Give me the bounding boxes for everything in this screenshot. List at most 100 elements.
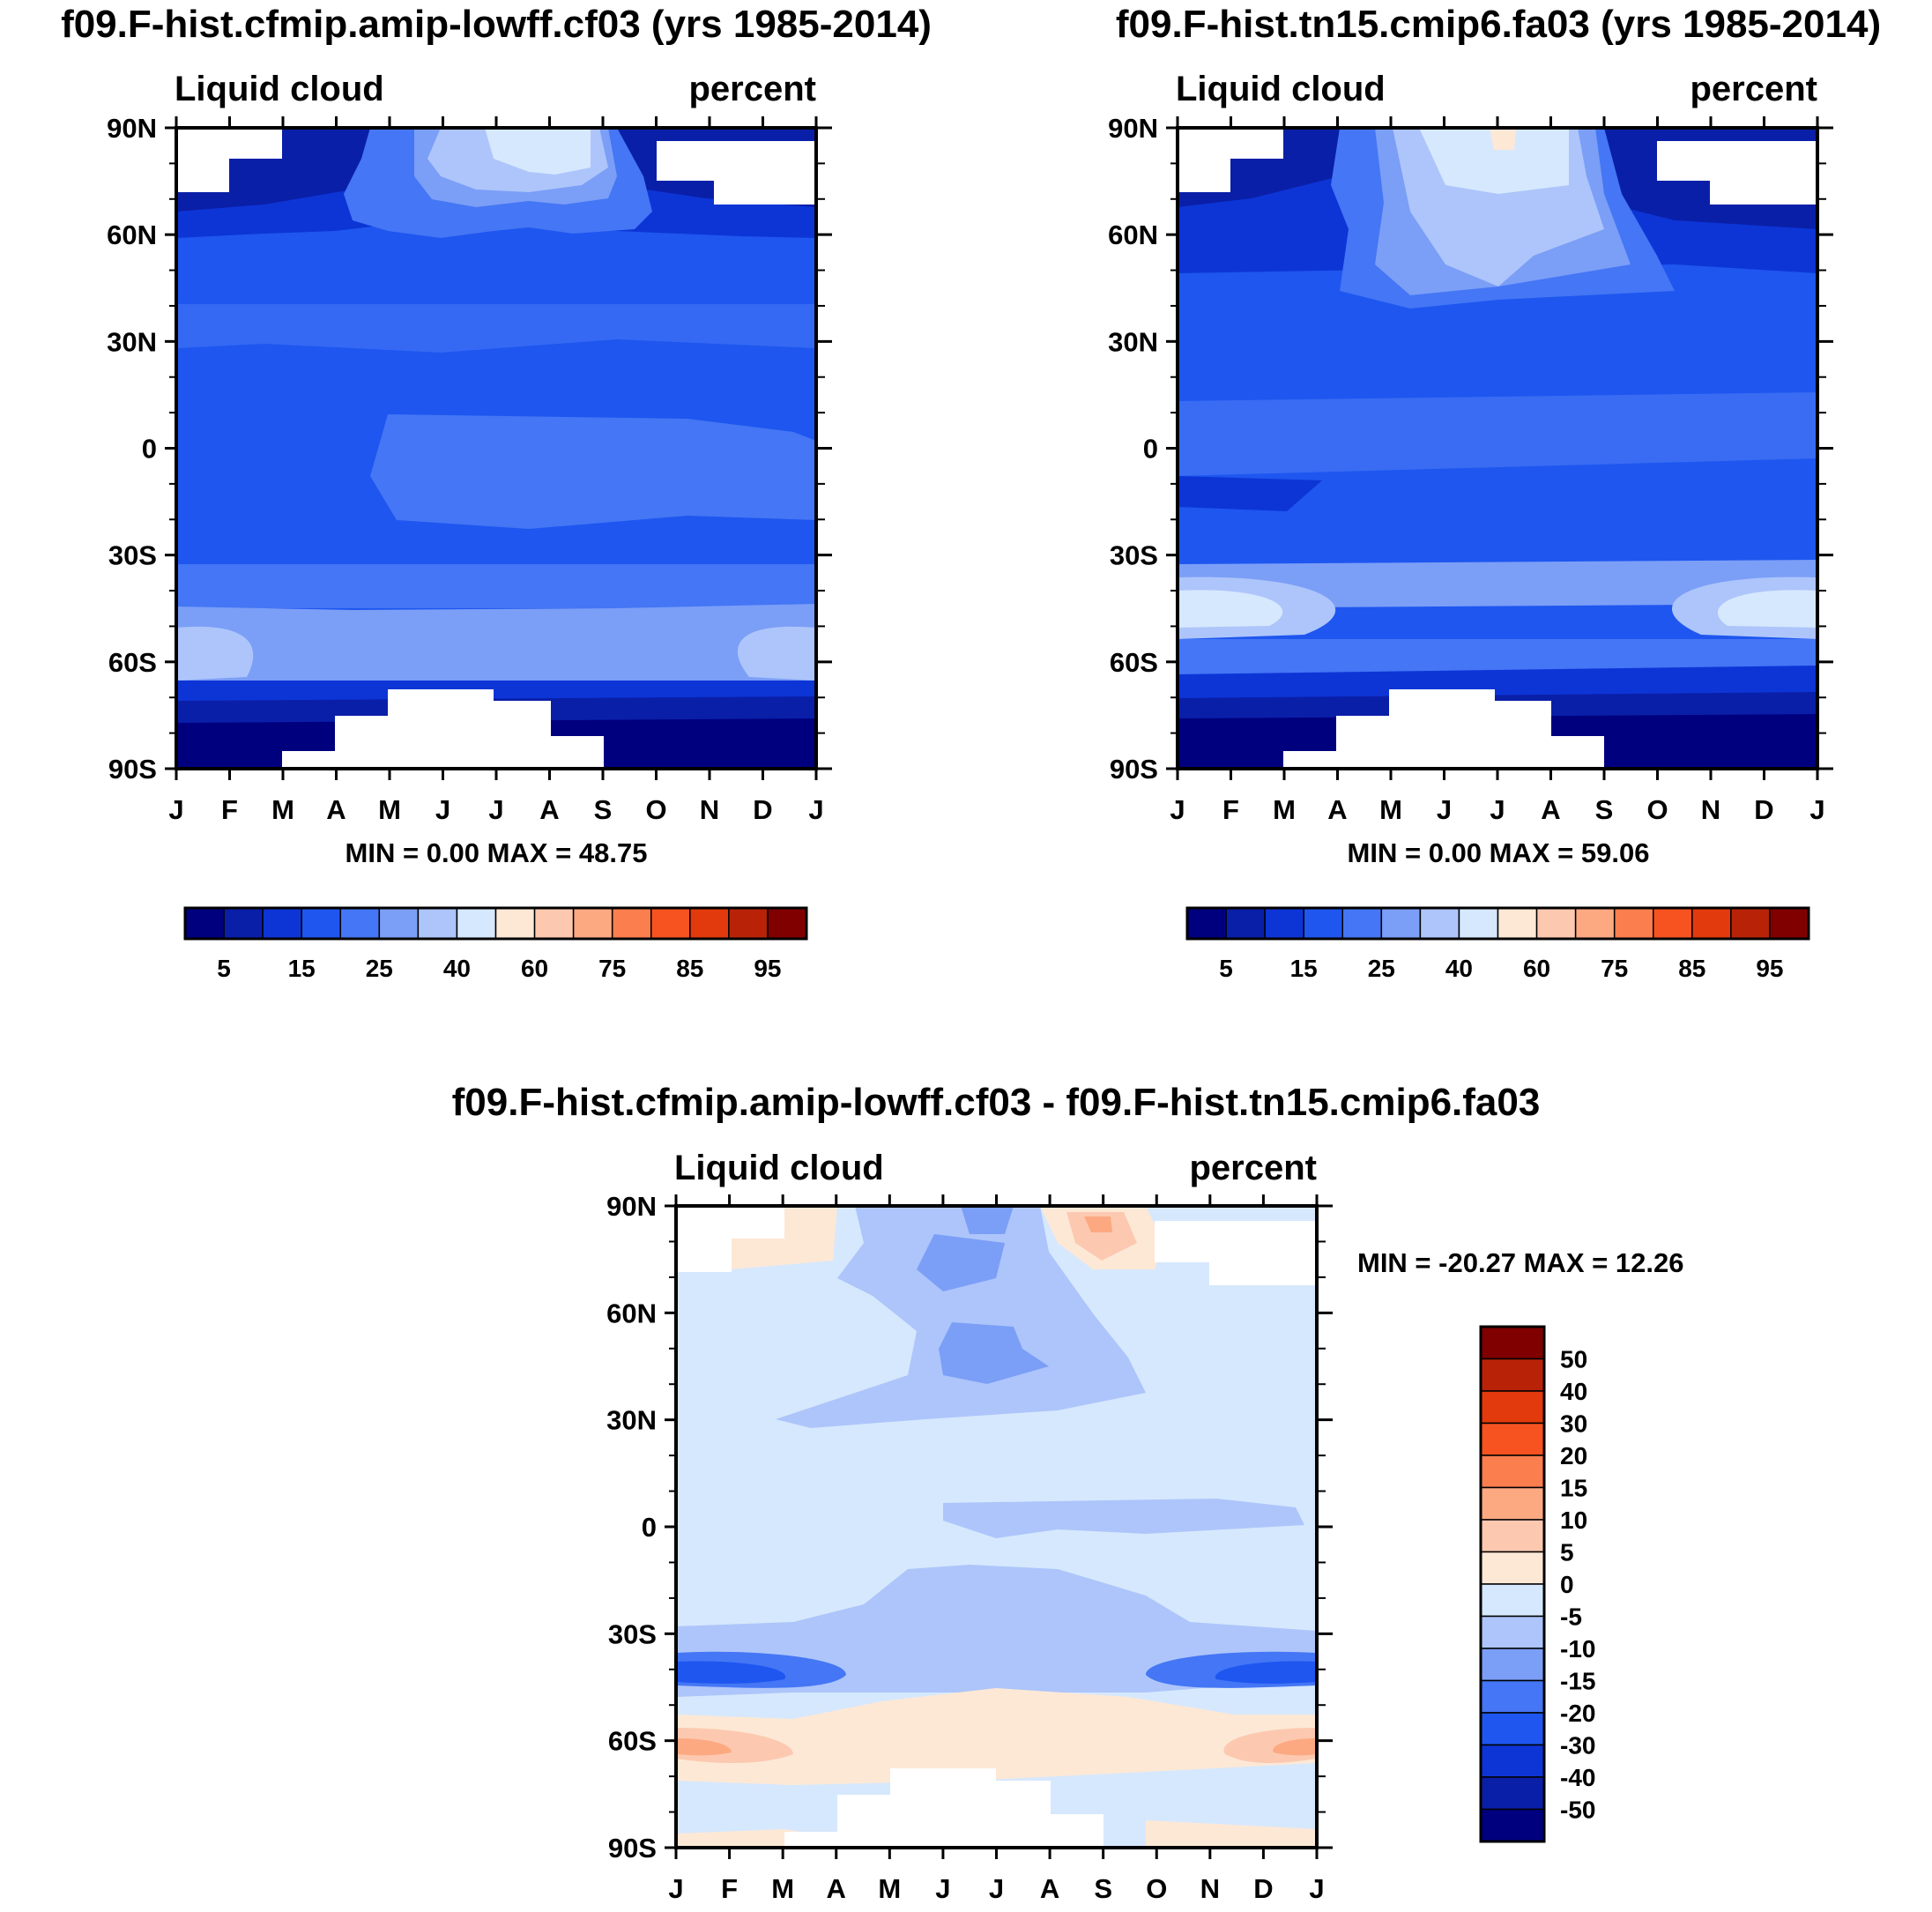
panel-1-axes: J F M A M J J A S O N D J 90N 60N 30N 0 30S 60S 90S — [107, 113, 832, 825]
colorbar-label: -30 — [1560, 1732, 1595, 1759]
y-tick-label: 90S — [108, 754, 157, 785]
panel-1-right-label: percent — [689, 70, 817, 108]
colorbar-label: 5 — [217, 955, 231, 982]
panel-2-title: f09.F-hist.tn15.cmip6.fa03 (yrs 1985-201… — [1116, 3, 1881, 46]
panel-2-band-so-1 — [1178, 560, 1817, 608]
colorbar-label: 95 — [1756, 955, 1783, 982]
panel-2-missing-south — [1283, 689, 1604, 769]
colorbar-swatch — [1480, 1808, 1545, 1842]
colorbar-swatch — [1186, 907, 1227, 940]
panel-1-band-so-3 — [176, 626, 254, 681]
panel-3-band-tropics — [943, 1499, 1304, 1538]
y-tick-label: 60S — [108, 647, 157, 678]
panel-2: f09.F-hist.tn15.cmip6.fa03 (yrs 1985-201… — [1108, 3, 1881, 982]
x-tick-label: J — [1170, 794, 1185, 825]
panel-3-band-so-neg — [676, 1565, 1317, 1697]
panel-3-stats: MIN = -20.27 MAX = 12.26 — [1357, 1247, 1683, 1278]
colorbar-swatch — [1535, 907, 1577, 940]
x-tick-label: D — [1754, 794, 1773, 825]
panel-3-band-so-pos — [676, 1688, 1317, 1785]
colorbar-label: -20 — [1560, 1700, 1595, 1727]
panel-1-missing-nw — [176, 128, 282, 192]
x-tick-label: N — [700, 794, 719, 825]
panel-2-left-label: Liquid cloud — [1176, 70, 1386, 108]
panel-3-band-north-neg — [776, 1206, 1146, 1428]
colorbar-swatch — [1574, 907, 1616, 940]
x-tick-label: F — [221, 794, 238, 825]
colorbar-swatch — [572, 907, 613, 940]
panel-3-band-north-neg-2 — [917, 1234, 1005, 1291]
x-tick-label: A — [1040, 1873, 1059, 1904]
colorbar-label: 5 — [1560, 1539, 1574, 1566]
x-tick-label: S — [1595, 794, 1614, 825]
colorbar-swatch — [1341, 907, 1383, 940]
x-tick-label: D — [753, 794, 772, 825]
colorbar-label: 60 — [1523, 955, 1550, 982]
panel-3-band-so-pos-w2 — [676, 1738, 732, 1756]
colorbar-label: 40 — [443, 955, 471, 982]
colorbar-swatch — [1480, 1679, 1545, 1714]
x-tick-label: J — [1309, 1873, 1324, 1904]
colorbar-label: 30 — [1560, 1410, 1587, 1438]
y-tick-label: 60N — [606, 1298, 657, 1328]
colorbar-label: -50 — [1560, 1797, 1595, 1824]
colorbar-label: 85 — [676, 955, 703, 982]
panel-3-right-label: percent — [1190, 1149, 1318, 1187]
y-tick-label: 30N — [107, 326, 157, 357]
colorbar-label: 75 — [598, 955, 626, 982]
x-tick-label: M — [1379, 794, 1402, 825]
y-tick-label: 30N — [606, 1405, 657, 1436]
colorbar-swatch — [1730, 907, 1771, 940]
x-tick-label: M — [271, 794, 294, 825]
x-tick-label: J — [668, 1873, 683, 1904]
x-tick-label: S — [1094, 1873, 1112, 1904]
colorbar-swatch — [1480, 1712, 1545, 1746]
colorbar-swatch — [184, 907, 225, 940]
panel-2-band-so-7 — [1178, 666, 1817, 701]
y-tick-label: 30S — [608, 1618, 657, 1649]
y-tick-label: 90S — [1110, 754, 1158, 785]
colorbar-label: 15 — [288, 955, 316, 982]
panel-3-band-arctic-pos-3 — [1084, 1216, 1112, 1232]
y-tick-label: 0 — [1143, 434, 1158, 465]
colorbar-swatch — [1264, 907, 1304, 940]
colorbar-label: -5 — [1560, 1603, 1582, 1631]
panel-3-band-arctic-pos-2 — [1066, 1212, 1137, 1261]
colorbar-label: 40 — [1445, 955, 1473, 982]
x-tick-label: D — [1253, 1873, 1273, 1904]
panel-1-missing-ne — [657, 141, 816, 205]
x-tick-label: F — [1222, 794, 1239, 825]
y-tick-label: 30S — [1110, 540, 1158, 571]
y-tick-label: 60S — [608, 1726, 657, 1757]
y-tick-label: 30S — [108, 540, 157, 571]
panel-1-missing-south — [282, 689, 604, 769]
panel-3-title: f09.F-hist.cfmip.amip-lowff.cf03 - f09.F… — [452, 1081, 1541, 1124]
colorbar-swatch — [1480, 1422, 1545, 1456]
x-tick-label: A — [1327, 794, 1347, 825]
y-tick-label: 90S — [608, 1833, 657, 1864]
panel-3-field — [676, 1206, 1317, 1848]
panel-2-band-so-3 — [1178, 590, 1283, 628]
y-tick-label: 60S — [1110, 647, 1158, 678]
colorbar-swatch — [1480, 1744, 1545, 1778]
panel-1-band-tropics — [370, 414, 816, 529]
x-tick-label: N — [1200, 1873, 1220, 1904]
x-tick-label: J — [435, 794, 450, 825]
x-tick-label: N — [1701, 794, 1720, 825]
panel-3-axes: J F M A M J J A S O N D J 90N 60N 30N 0 30S 60S 90S — [606, 1191, 1333, 1904]
colorbar-frame — [1479, 1325, 1546, 1843]
x-tick-label: J — [1437, 794, 1452, 825]
colorbar-label: -40 — [1560, 1764, 1595, 1791]
colorbar-label: 5 — [1219, 955, 1233, 982]
colorbar-swatch — [1419, 907, 1460, 940]
colorbar-swatch — [533, 907, 575, 940]
colorbar-frame — [183, 906, 808, 941]
panel-3-missing-south — [784, 1768, 1103, 1848]
panel-1-left-label: Liquid cloud — [175, 70, 384, 108]
y-tick-label: 0 — [142, 434, 157, 465]
panel-3-band-so-neg-e2 — [1215, 1661, 1317, 1684]
colorbar-swatch — [1480, 1615, 1545, 1649]
colorbar-swatch — [494, 907, 536, 940]
